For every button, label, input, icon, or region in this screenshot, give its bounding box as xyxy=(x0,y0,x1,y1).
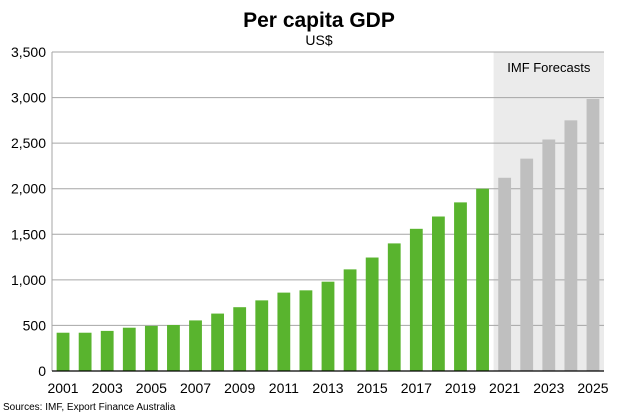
bar-2004 xyxy=(122,327,136,371)
chart-subtitle: US$ xyxy=(305,32,332,48)
bar-2002 xyxy=(78,332,92,371)
x-tick-label: 2003 xyxy=(92,380,123,396)
plot-area: IMF Forecasts xyxy=(51,51,604,372)
bar-2011 xyxy=(277,292,291,371)
bar-2012 xyxy=(299,290,313,371)
source-note: Sources: IMF, Export Finance Australia xyxy=(3,402,176,413)
y-tick-label: 0 xyxy=(38,363,46,379)
bar-2003 xyxy=(100,330,114,371)
bar-2025 xyxy=(586,98,600,371)
x-tick-label: 2019 xyxy=(445,380,476,396)
y-tick-label: 500 xyxy=(23,317,47,333)
y-tick-label: 3,000 xyxy=(11,90,46,106)
y-tick-label: 3,500 xyxy=(11,44,46,60)
x-tick-label: 2017 xyxy=(401,380,432,396)
bar-2024 xyxy=(564,120,578,371)
chart-title: Per capita GDP xyxy=(243,9,395,32)
bar-2022 xyxy=(520,158,534,371)
y-axis-tick-labels: 0 500 1,000 1,500 2,000 2,500 3,000 3,500 xyxy=(11,44,46,379)
x-tick-label: 2013 xyxy=(312,380,343,396)
bar-2009 xyxy=(233,307,247,371)
x-tick-label: 2009 xyxy=(224,380,255,396)
bar-2018 xyxy=(431,216,445,371)
y-tick-label: 2,500 xyxy=(11,135,46,151)
bar-2010 xyxy=(255,300,269,371)
x-tick-label: 2005 xyxy=(136,380,167,396)
bar-2019 xyxy=(454,202,467,371)
bar-2014 xyxy=(343,269,357,371)
bar-2006 xyxy=(167,324,180,371)
y-tick-label: 2,000 xyxy=(11,181,46,197)
bar-2023 xyxy=(542,139,556,371)
bar-2005 xyxy=(144,325,158,371)
bar-2017 xyxy=(409,228,423,371)
bar-2008 xyxy=(211,313,225,371)
bar-2013 xyxy=(321,281,335,371)
forecast-annotation: IMF Forecasts xyxy=(507,60,591,75)
x-tick-label: 2023 xyxy=(533,380,564,396)
x-axis-tick-labels: 2001 2003 2005 2007 2009 2011 2013 2015 2017 2019… xyxy=(47,380,608,396)
bar-2020 xyxy=(476,188,489,371)
bar-2021 xyxy=(498,177,512,371)
x-tick-label: 2021 xyxy=(489,380,520,396)
bar-2007 xyxy=(189,320,202,371)
x-tick-label: 2011 xyxy=(269,380,299,396)
x-tick-label: 2007 xyxy=(180,380,211,396)
bar-2001 xyxy=(56,332,70,371)
y-tick-label: 1,000 xyxy=(11,272,46,288)
gridlines xyxy=(52,51,604,326)
x-tick-label: 2015 xyxy=(357,380,388,396)
bars xyxy=(56,98,600,371)
y-tick-label: 1,500 xyxy=(11,226,46,242)
bar-2016 xyxy=(387,243,401,371)
x-tick-label: 2025 xyxy=(577,380,608,396)
bar-2015 xyxy=(365,257,379,371)
x-tick-label: 2001 xyxy=(47,380,78,396)
